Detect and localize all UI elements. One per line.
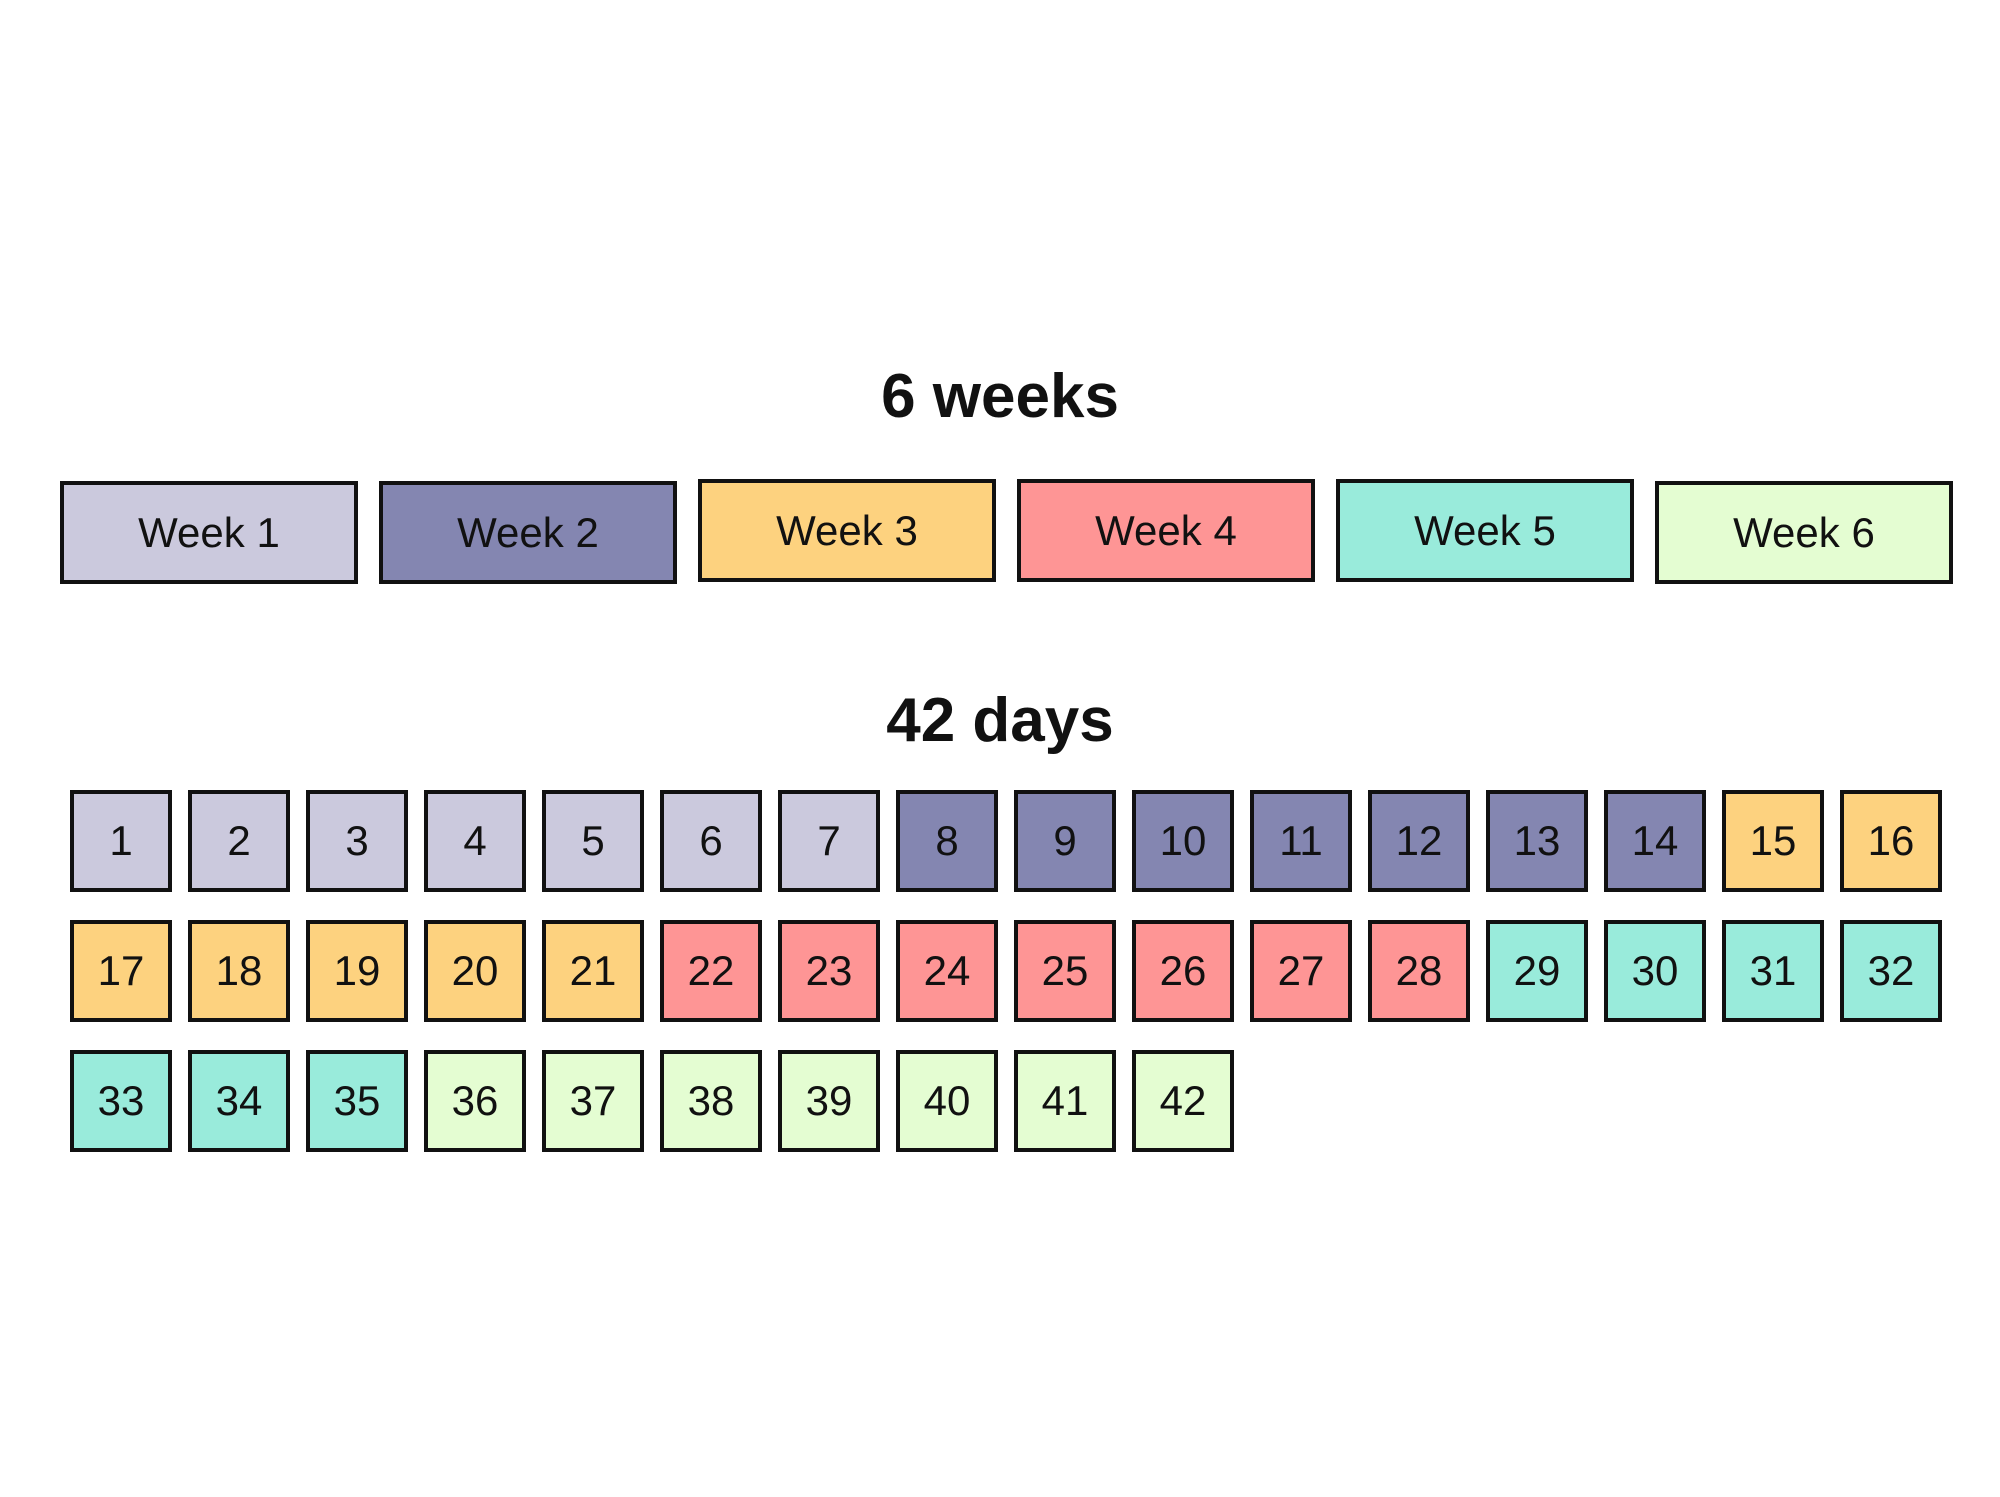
day-box-11: 11 (1250, 790, 1352, 892)
day-box-16: 16 (1840, 790, 1942, 892)
day-box-13: 13 (1486, 790, 1588, 892)
day-box-23: 23 (778, 920, 880, 1022)
day-box-32: 32 (1840, 920, 1942, 1022)
day-box-20: 20 (424, 920, 526, 1022)
day-box-2: 2 (188, 790, 290, 892)
day-box-21: 21 (542, 920, 644, 1022)
day-box-3: 3 (306, 790, 408, 892)
day-box-34: 34 (188, 1050, 290, 1152)
day-box-28: 28 (1368, 920, 1470, 1022)
week-box-5: Week 5 (1336, 479, 1634, 582)
day-box-26: 26 (1132, 920, 1234, 1022)
days-title: 42 days (886, 686, 1114, 755)
day-box-8: 8 (896, 790, 998, 892)
day-box-22: 22 (660, 920, 762, 1022)
day-box-33: 33 (70, 1050, 172, 1152)
day-box-1: 1 (70, 790, 172, 892)
day-box-41: 41 (1014, 1050, 1116, 1152)
day-box-9: 9 (1014, 790, 1116, 892)
day-box-42: 42 (1132, 1050, 1234, 1152)
weeks-row: Week 1 Week 2 Week 3 Week 4 Week 5 Week … (60, 479, 1953, 584)
day-box-12: 12 (1368, 790, 1470, 892)
day-box-31: 31 (1722, 920, 1824, 1022)
week-box-4: Week 4 (1017, 479, 1315, 582)
week-box-1: Week 1 (60, 481, 358, 584)
day-box-24: 24 (896, 920, 998, 1022)
day-box-7: 7 (778, 790, 880, 892)
day-box-15: 15 (1722, 790, 1824, 892)
day-box-10: 10 (1132, 790, 1234, 892)
week-box-3: Week 3 (698, 479, 996, 582)
day-box-29: 29 (1486, 920, 1588, 1022)
day-box-18: 18 (188, 920, 290, 1022)
day-box-14: 14 (1604, 790, 1706, 892)
weeks-title: 6 weeks (881, 362, 1119, 431)
day-box-6: 6 (660, 790, 762, 892)
week-box-2: Week 2 (379, 481, 677, 584)
days-grid: 1 2 3 4 5 6 7 8 9 10 11 12 13 14 15 16 17 18 19 20 21 22 23 24 2… (70, 790, 1950, 1160)
day-box-27: 27 (1250, 920, 1352, 1022)
day-box-38: 38 (660, 1050, 762, 1152)
day-box-39: 39 (778, 1050, 880, 1152)
day-box-40: 40 (896, 1050, 998, 1152)
day-box-30: 30 (1604, 920, 1706, 1022)
day-box-36: 36 (424, 1050, 526, 1152)
day-box-5: 5 (542, 790, 644, 892)
day-box-4: 4 (424, 790, 526, 892)
day-box-25: 25 (1014, 920, 1116, 1022)
day-box-37: 37 (542, 1050, 644, 1152)
day-box-17: 17 (70, 920, 172, 1022)
week-box-6: Week 6 (1655, 481, 1953, 584)
day-box-35: 35 (306, 1050, 408, 1152)
day-box-19: 19 (306, 920, 408, 1022)
